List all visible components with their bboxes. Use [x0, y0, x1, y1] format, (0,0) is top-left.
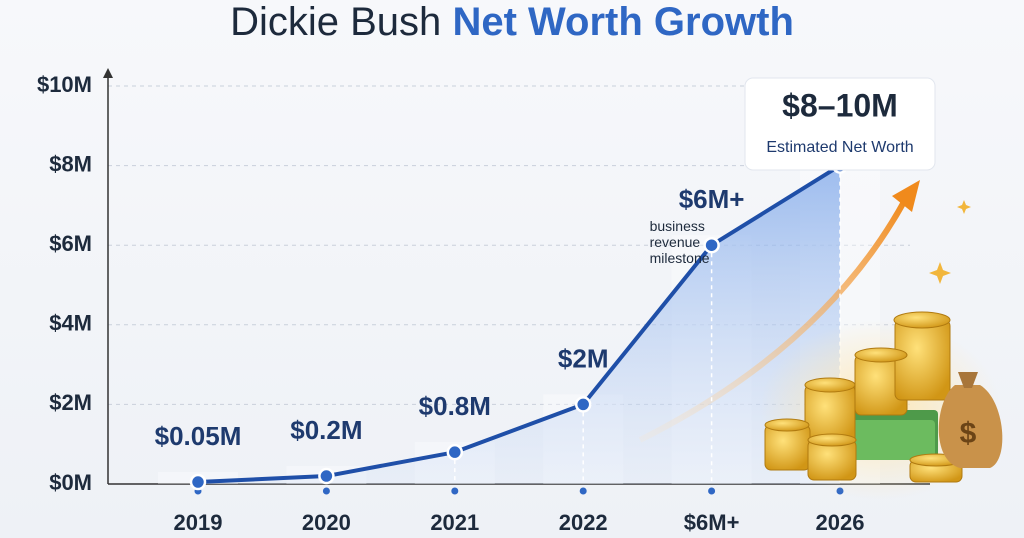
annotation: business [650, 218, 705, 234]
annotation: milestone [650, 250, 710, 266]
y-tick-label: $0M [49, 470, 92, 495]
title-highlight: Net Worth Growth [452, 0, 793, 44]
point [574, 396, 592, 413]
growth-arrow [638, 198, 908, 443]
svg-text:$: $ [960, 417, 977, 450]
title-main: Dickie Bush [230, 0, 441, 44]
data-label: $0.8M [419, 391, 491, 421]
y-tick-label: $10M [37, 72, 92, 97]
annotation: revenue [650, 234, 701, 250]
point [189, 473, 207, 491]
y-tick-label: $4M [49, 311, 92, 336]
axis-dot [579, 487, 587, 495]
callout-value: $8–10M [782, 87, 898, 123]
point [318, 467, 335, 485]
point [703, 236, 720, 254]
callout-caption: Estimated Net Worth [766, 139, 913, 156]
callout-box [744, 77, 936, 171]
data-label: $6M+ [679, 184, 745, 214]
x-tick-label: $6M+ [684, 510, 740, 535]
data-label: $0.2M [290, 415, 362, 445]
line [197, 163, 842, 485]
coins-illustration: $ [760, 200, 1003, 500]
data-label: $0.05M [155, 421, 242, 451]
axis-dot [708, 487, 716, 495]
data-label: $2M [558, 343, 609, 373]
area [198, 165, 840, 484]
axis-dot [322, 487, 330, 495]
x-tick-label: 2019 [174, 510, 223, 535]
axis-dot [451, 487, 459, 495]
x-tick-label: 2022 [559, 510, 608, 535]
y-axis-arrow [103, 68, 113, 78]
x-tick-label: 2021 [430, 510, 479, 535]
y-tick-label: $8M [49, 151, 92, 176]
point [446, 443, 464, 461]
x-tick-label: 2020 [302, 510, 351, 535]
y-tick-label: $6M [49, 231, 92, 256]
growth-arrow-head [892, 180, 920, 212]
x-tick-label: 2026 [816, 510, 865, 535]
y-tick-label: $2M [49, 390, 92, 415]
chart-title: Dickie Bush Net Worth Growth [230, 0, 794, 44]
